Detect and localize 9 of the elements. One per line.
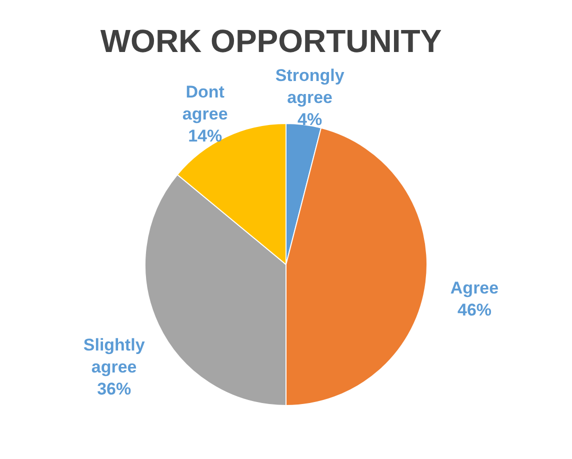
data-label: 46%	[457, 300, 492, 320]
slice-label: Dont agree	[182, 82, 228, 124]
data-label: 14%	[188, 126, 222, 146]
slice-label: Agree	[450, 278, 499, 298]
data-label: 4%	[298, 110, 322, 129]
slice-label: Strongly agree	[275, 66, 345, 107]
slice-label: Slightly agree	[83, 335, 146, 376]
chart-title: WORK OPPORTUNITY	[100, 23, 442, 59]
data-label: 36%	[97, 379, 132, 398]
